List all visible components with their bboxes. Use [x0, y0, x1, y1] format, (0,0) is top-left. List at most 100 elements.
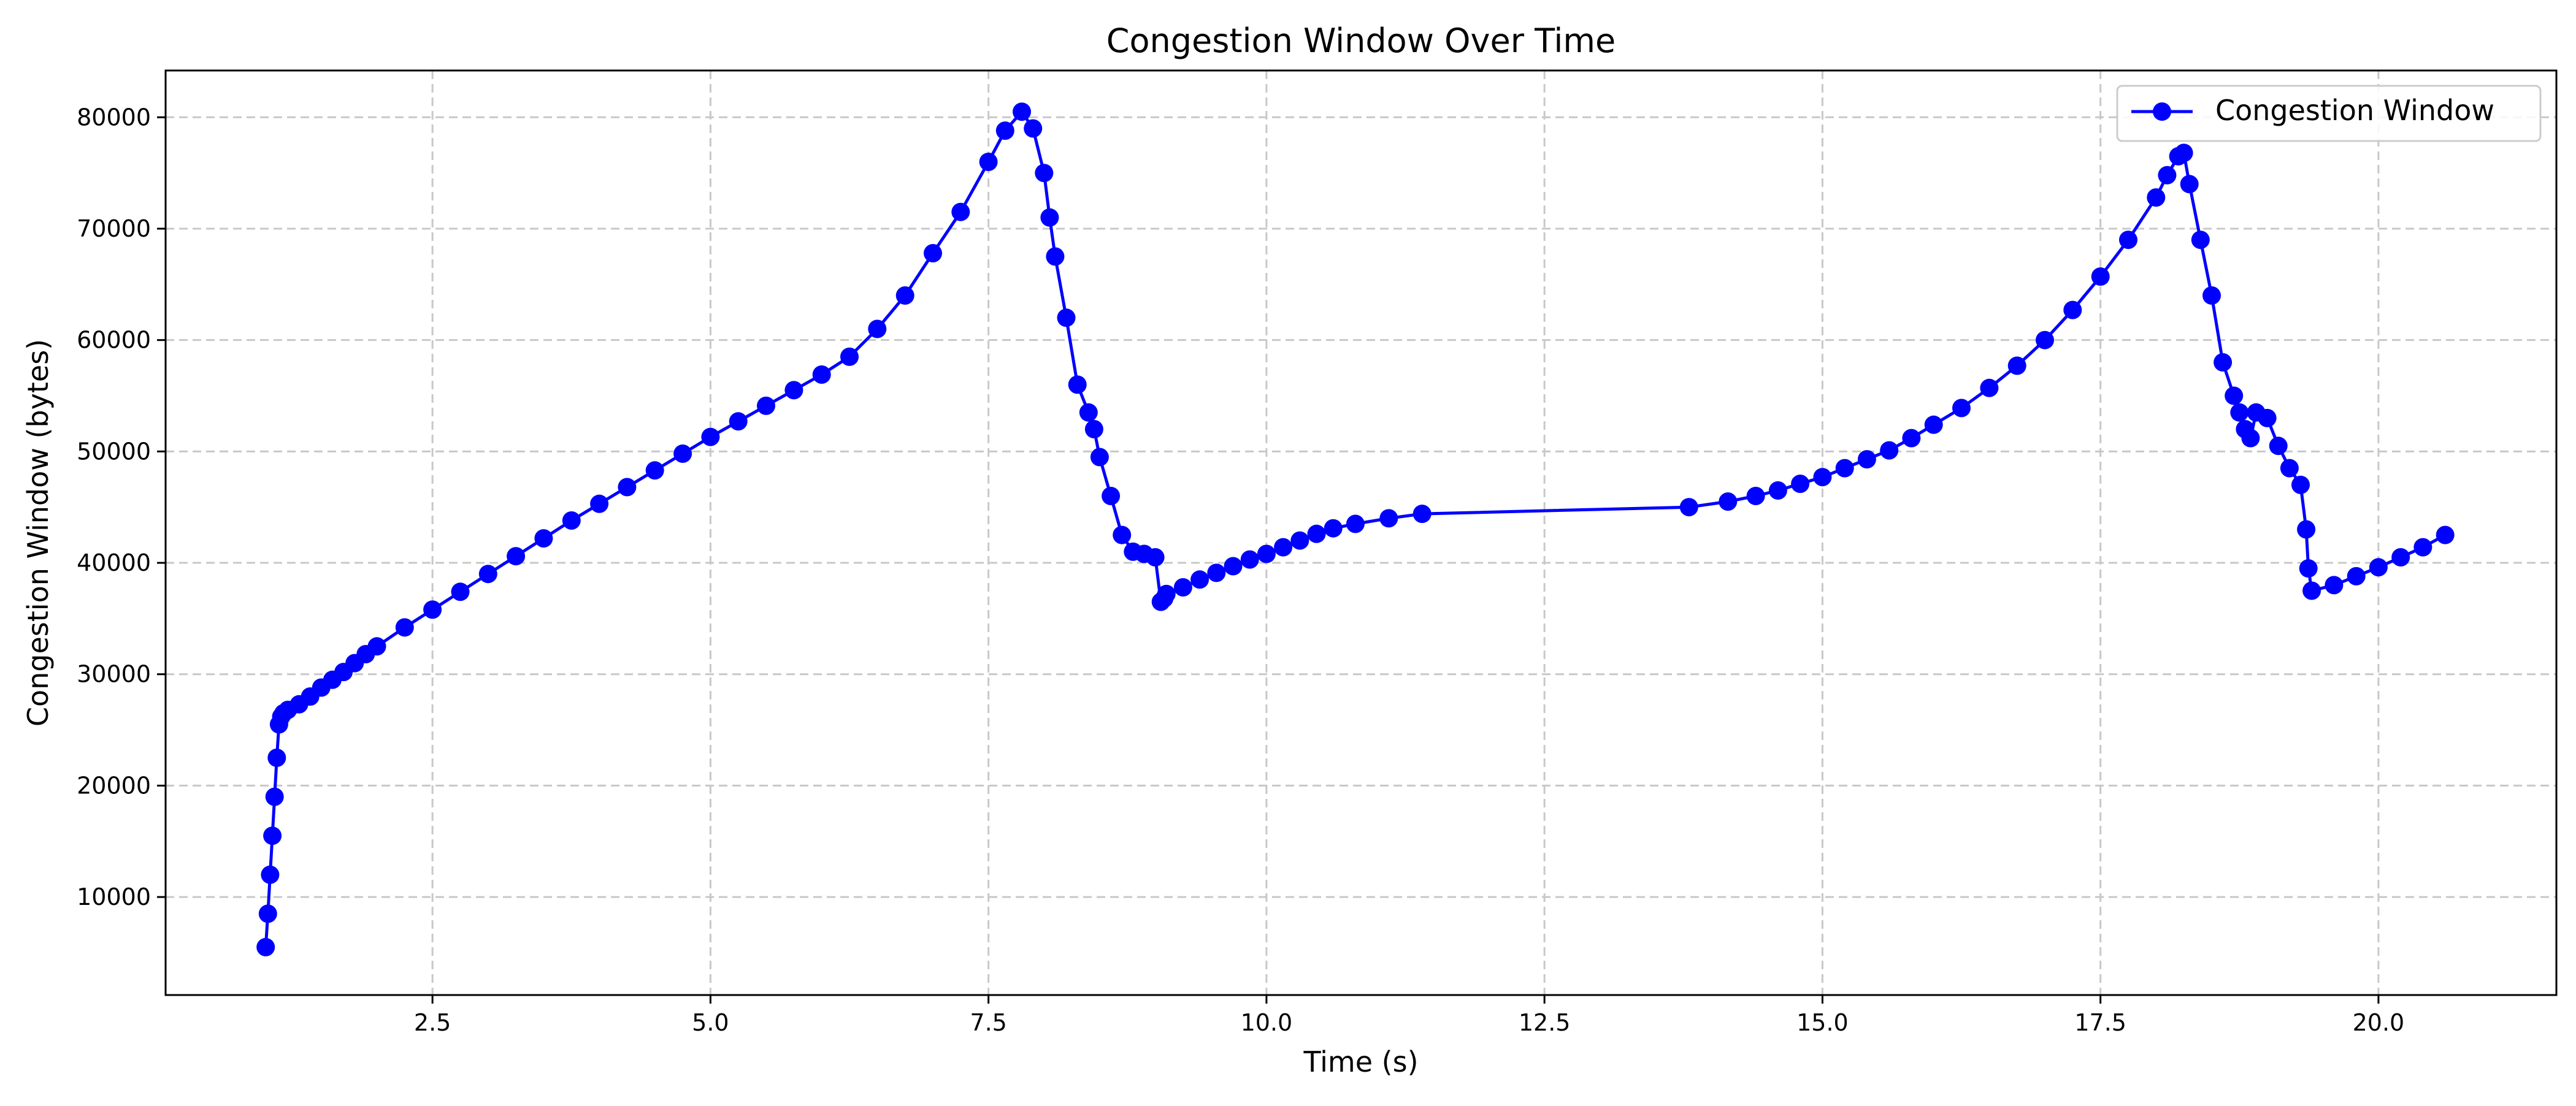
data-point: [1013, 102, 1031, 121]
data-point: [1880, 441, 1899, 460]
data-point: [757, 396, 775, 415]
data-point: [562, 511, 581, 530]
data-point: [1902, 429, 1921, 448]
data-point: [2325, 576, 2344, 595]
data-point: [1835, 459, 1854, 478]
data-point: [265, 787, 284, 806]
data-point: [784, 381, 803, 400]
data-point: [395, 618, 414, 637]
data-point: [2063, 300, 2082, 319]
data-point: [1084, 420, 1103, 438]
data-point: [2291, 475, 2310, 494]
data-point: [812, 365, 831, 384]
data-point: [1324, 519, 1343, 538]
y-tick-label: 40000: [77, 549, 151, 576]
data-point: [1146, 548, 1165, 566]
y-tick-label: 60000: [77, 327, 151, 354]
data-point: [2369, 558, 2388, 577]
data-point: [263, 826, 282, 845]
data-point: [2147, 188, 2166, 207]
data-point: [478, 565, 497, 584]
data-point: [2214, 353, 2233, 372]
data-point: [2007, 356, 2026, 375]
y-tick-label: 80000: [77, 104, 151, 131]
data-point: [1207, 563, 1226, 582]
data-point: [1290, 531, 1309, 550]
data-point: [451, 582, 470, 601]
data-point: [2413, 538, 2432, 557]
data-point: [2230, 403, 2249, 422]
y-tick-label: 20000: [77, 772, 151, 799]
legend-marker-sample: [2153, 102, 2171, 121]
data-point: [1113, 525, 1132, 544]
data-point: [1257, 544, 1276, 563]
data-point: [423, 600, 442, 619]
data-point: [2191, 231, 2210, 250]
data-point: [258, 904, 277, 923]
data-point: [2119, 231, 2137, 250]
data-point: [729, 412, 748, 431]
data-point: [1102, 487, 1121, 505]
y-tick-label: 30000: [77, 661, 151, 688]
data-point: [1190, 570, 1209, 589]
data-point: [2280, 459, 2299, 478]
data-point: [645, 461, 664, 480]
data-point: [1679, 498, 1698, 517]
y-tick-label: 50000: [77, 438, 151, 465]
data-point: [868, 319, 887, 338]
data-point: [2180, 175, 2199, 194]
plot-frame: [164, 69, 2558, 996]
legend-box: [2116, 85, 2542, 142]
data-point: [267, 749, 286, 767]
data-point: [1413, 505, 1432, 524]
data-point: [1057, 308, 1076, 327]
data-point: [590, 494, 609, 513]
y-tick-label: 10000: [77, 883, 151, 910]
data-point: [1746, 487, 1765, 505]
x-tick-label: 20.0: [2353, 1009, 2405, 1036]
series-layer: [256, 102, 2455, 956]
data-point: [2225, 386, 2244, 405]
data-point: [2202, 286, 2221, 305]
legend: Congestion Window: [2116, 85, 2542, 142]
data-point: [1240, 550, 1259, 569]
data-point: [1079, 403, 1098, 422]
data-point: [256, 937, 275, 956]
data-point: [1157, 584, 1176, 603]
x-tick-label: 2.5: [414, 1009, 451, 1036]
data-point: [534, 529, 553, 548]
data-point: [924, 244, 942, 262]
x-tick-label: 15.0: [1796, 1009, 1849, 1036]
x-tick-label: 5.0: [692, 1009, 729, 1036]
data-point: [2299, 559, 2318, 578]
x-tick-label: 12.5: [1519, 1009, 1571, 1036]
x-axis-label: Time (s): [1303, 1045, 1418, 1078]
data-point: [1307, 524, 1326, 543]
data-point: [618, 478, 637, 497]
data-point: [1068, 375, 1087, 394]
data-point: [367, 637, 386, 656]
data-point: [1791, 475, 1810, 494]
x-tick-label: 10.0: [1241, 1009, 1293, 1036]
data-point: [1274, 538, 1293, 557]
data-point: [1224, 557, 1243, 576]
data-point: [895, 286, 914, 305]
data-point: [1719, 492, 1738, 511]
legend-label: Congestion Window: [2215, 94, 2494, 127]
axis-ticks: 2.5 5.0 7.5 10.0 12.5 15.0 17.5 20.0 10000 20000 3…: [77, 104, 2404, 1036]
x-tick-label: 17.5: [2074, 1009, 2126, 1036]
data-point: [1024, 119, 1043, 138]
data-point: [1040, 208, 1059, 227]
data-point: [1035, 164, 1054, 183]
data-point: [507, 547, 526, 566]
data-point: [2269, 437, 2288, 456]
data-point: [2158, 166, 2177, 185]
data-point: [2347, 566, 2366, 585]
data-point: [995, 121, 1014, 140]
data-point: [2174, 143, 2193, 162]
data-point: [1768, 481, 1787, 500]
data-point: [1346, 514, 1365, 533]
data-point: [261, 865, 280, 884]
data-point: [1173, 578, 1192, 597]
